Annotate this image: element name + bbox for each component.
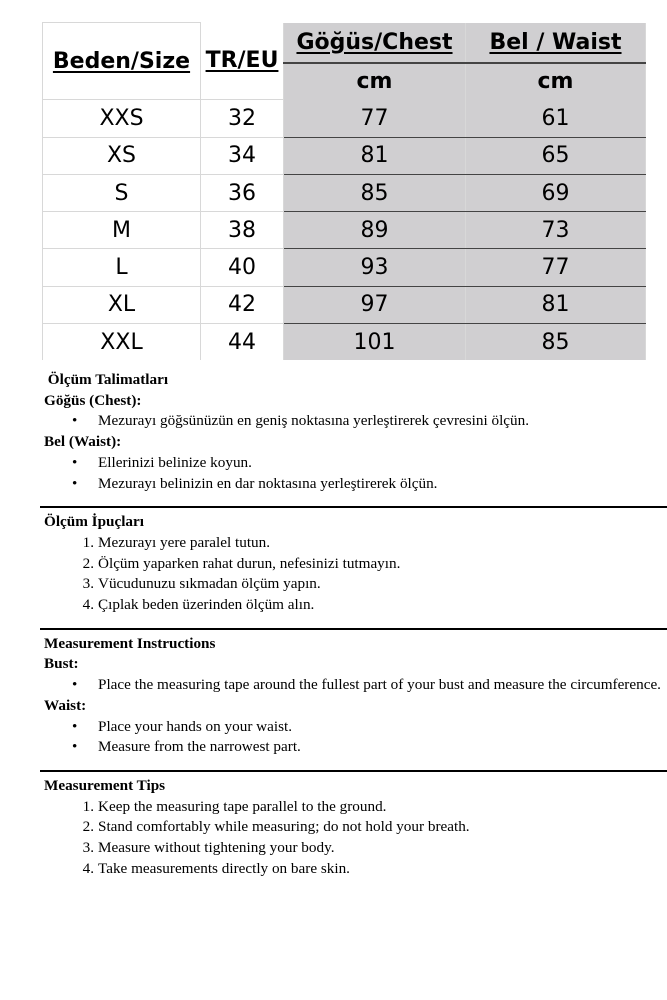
table-row: XXL 44 101 85 <box>42 323 646 361</box>
list-item: 4. Take measurements directly on bare ski… <box>44 859 667 880</box>
chest-cell: 81 <box>283 137 466 175</box>
tr-eu-cell: 40 <box>200 248 284 287</box>
divider <box>40 769 667 772</box>
list-item-text: Measure without tightening your body. <box>98 839 335 857</box>
group-label: Bel (Waist): <box>44 433 122 451</box>
waist-cell: 77 <box>465 248 646 287</box>
list-item: 2. Stand comfortably while measuring; do … <box>44 817 667 838</box>
section-title: Ölçüm İpuçları <box>44 513 144 531</box>
list-number: 2. <box>82 554 94 572</box>
measurement-instructions: Ölçüm Talimatları Göğüs (Chest): • Mezurayı… <box>40 370 667 880</box>
list-item-text: Vücudunuzu sıkmadan ölçüm yapın. <box>98 575 321 593</box>
table-row: XXS 32 77 61 <box>42 99 646 138</box>
list-item: • Place the measuring tape around the ful… <box>44 675 667 696</box>
list-item: • Mezurayı göğsünüzün en geniş noktasına … <box>44 411 667 432</box>
divider <box>40 627 667 630</box>
bullet-icon: • <box>72 412 78 430</box>
list-number: 3. <box>82 575 94 593</box>
size-cell: S <box>42 174 201 213</box>
group-label: Bust: <box>44 655 79 673</box>
list-item: • Ellerinizi belinize koyun. <box>44 453 667 474</box>
unit-waist: cm <box>465 62 646 100</box>
list-number: 1. <box>82 533 94 551</box>
waist-cell: 69 <box>465 174 646 213</box>
list-item-text: Keep the measuring tape parallel to the … <box>98 797 387 815</box>
table-row: XL 42 97 81 <box>42 286 646 325</box>
tr-eu-cell: 44 <box>200 323 284 361</box>
list-item-text: Ellerinizi belinize koyun. <box>98 453 252 471</box>
list-item: 3. Vücudunuzu sıkmadan ölçüm yapın. <box>44 574 667 595</box>
size-chart-table: Beden/Size TR/EU Göğüs/Chest Bel / Waist… <box>42 21 646 361</box>
waist-cell: 61 <box>465 99 646 138</box>
divider <box>40 506 667 509</box>
waist-cell: 73 <box>465 211 646 250</box>
list-item-text: Mezurayı yere paralel tutun. <box>98 533 271 551</box>
list-item-text: Stand comfortably while measuring; do no… <box>98 818 470 836</box>
list-item: • Measure from the narrowest part. <box>44 737 667 758</box>
tr-eu-cell: 42 <box>200 286 284 325</box>
size-cell: XS <box>42 137 201 175</box>
chest-cell: 101 <box>283 323 466 361</box>
list-number: 3. <box>82 839 94 857</box>
size-cell: XL <box>42 286 201 325</box>
list-item: • Place your hands on your waist. <box>44 717 667 738</box>
size-cell: M <box>42 211 201 250</box>
bullet-icon: • <box>72 738 78 756</box>
size-cell: XXL <box>42 323 201 361</box>
bullet-icon: • <box>72 453 78 471</box>
bullet-icon: • <box>72 717 78 735</box>
bullet-icon: • <box>72 474 78 492</box>
table-row: M 38 89 73 <box>42 211 646 250</box>
group-label: Waist: <box>44 696 87 714</box>
size-cell: L <box>42 248 201 287</box>
list-number: 4. <box>82 596 94 614</box>
header-size: Beden/Size <box>52 48 191 74</box>
tr-eu-cell: 32 <box>200 99 284 138</box>
chest-cell: 85 <box>283 174 466 213</box>
list-number: 2. <box>82 818 94 836</box>
tr-eu-cell: 38 <box>200 211 284 250</box>
chest-cell: 97 <box>283 286 466 325</box>
header-chest: Göğüs/Chest <box>296 29 453 55</box>
list-item-text: Place the measuring tape around the full… <box>98 676 661 694</box>
waist-cell: 81 <box>465 286 646 325</box>
bullet-icon: • <box>72 676 78 694</box>
list-item-text: Ölçüm yaparken rahat durun, nefesinizi t… <box>98 554 401 572</box>
list-item-text: Place your hands on your waist. <box>98 717 293 735</box>
list-item: 3. Measure without tightening your body. <box>44 838 667 859</box>
section-title: Measurement Tips <box>44 776 166 794</box>
size-cell: XXS <box>42 99 201 138</box>
list-item-text: Çıplak beden üzerinden ölçüm alın. <box>98 596 315 614</box>
tr-eu-cell: 34 <box>200 137 284 175</box>
table-row: S 36 85 69 <box>42 174 646 213</box>
header-row: Beden/Size TR/EU Göğüs/Chest Bel / Waist <box>42 21 646 101</box>
unit-chest: cm <box>283 62 466 100</box>
chest-cell: 93 <box>283 248 466 287</box>
group-label: Göğüs (Chest): <box>44 391 142 409</box>
list-item-text: Mezurayı göğsünüzün en geniş noktasına y… <box>98 412 530 430</box>
list-item: • Mezurayı belinizin en dar noktasına yer… <box>44 474 667 495</box>
chest-cell: 89 <box>283 211 466 250</box>
list-item: 2. Ölçüm yaparken rahat durun, nefesinizi… <box>44 554 667 575</box>
list-item-text: Mezurayı belinizin en dar noktasına yerl… <box>98 474 438 492</box>
section-title: Ölçüm Talimatları <box>44 371 169 388</box>
list-item-text: Take measurements directly on bare skin. <box>98 859 350 877</box>
waist-cell: 85 <box>465 323 646 361</box>
header-tr-eu: TR/EU <box>205 48 279 74</box>
chest-cell: 77 <box>283 99 466 138</box>
list-number: 1. <box>82 797 94 815</box>
header-waist: Bel / Waist <box>489 29 622 55</box>
section-title: Measurement Instructions <box>44 634 216 652</box>
table-row: L 40 93 77 <box>42 248 646 287</box>
list-number: 4. <box>82 859 94 877</box>
list-item: 1. Keep the measuring tape parallel to th… <box>44 797 667 818</box>
table-row: XS 34 81 65 <box>42 137 646 175</box>
list-item-text: Measure from the narrowest part. <box>98 738 301 756</box>
tr-eu-cell: 36 <box>200 174 284 213</box>
list-item: 1. Mezurayı yere paralel tutun. <box>44 533 667 554</box>
waist-cell: 65 <box>465 137 646 175</box>
list-item: 4. Çıplak beden üzerinden ölçüm alın. <box>44 595 667 616</box>
